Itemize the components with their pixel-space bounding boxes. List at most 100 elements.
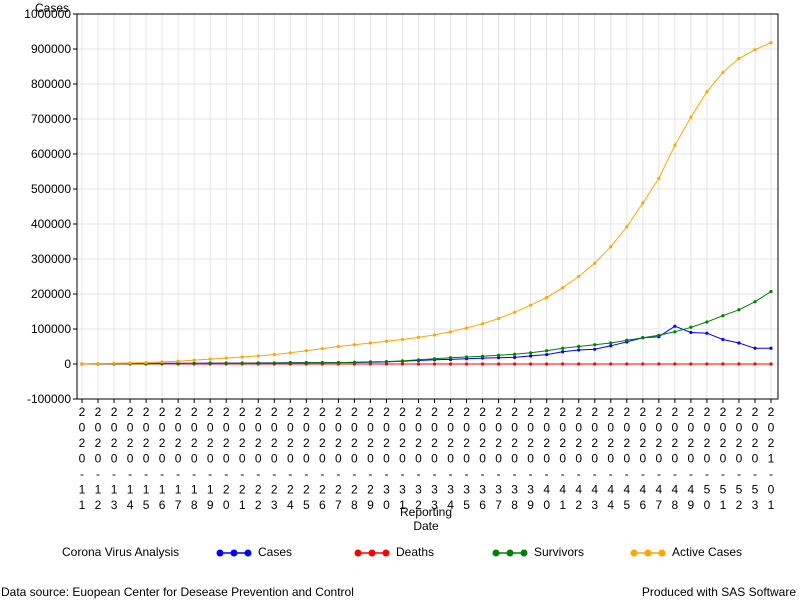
point-survivors bbox=[545, 349, 549, 353]
point-survivors bbox=[320, 361, 324, 365]
point-survivors bbox=[304, 361, 308, 365]
legend-item-active-cases: Active Cases bbox=[630, 545, 742, 559]
point-active-cases bbox=[609, 245, 613, 249]
x-tick-label: 2 0 2 0 -1 4 bbox=[127, 405, 134, 512]
point-survivors bbox=[657, 333, 661, 337]
point-cases bbox=[513, 355, 517, 359]
x-tick-label: 2 0 2 0 -5 0 bbox=[704, 405, 711, 512]
point-survivors bbox=[224, 361, 228, 365]
point-survivors bbox=[192, 361, 196, 366]
point-cases bbox=[561, 350, 565, 354]
legend-label-active-cases: Active Cases bbox=[672, 545, 743, 559]
point-survivors bbox=[448, 356, 453, 360]
point-survivors bbox=[368, 360, 373, 364]
point-active-cases bbox=[641, 201, 645, 205]
point-active-cases bbox=[256, 354, 260, 358]
point-cases bbox=[721, 337, 725, 342]
point-survivors bbox=[561, 346, 565, 350]
point-survivors bbox=[272, 361, 276, 365]
y-tick-label: 200000 bbox=[31, 287, 71, 301]
point-cases bbox=[577, 348, 581, 352]
legend-symbol-cases bbox=[216, 549, 252, 557]
legend-label-deaths: Deaths bbox=[396, 545, 435, 559]
point-deaths bbox=[400, 362, 405, 366]
point-cases bbox=[529, 354, 533, 358]
x-tick-label: 2 0 2 0 -4 3 bbox=[591, 405, 598, 512]
point-active-cases bbox=[513, 310, 517, 314]
x-tick-label: 2 0 2 0 -2 4 bbox=[287, 405, 294, 512]
point-active-cases bbox=[176, 359, 180, 363]
x-tick-label: 2 0 2 0 -2 7 bbox=[335, 405, 342, 512]
x-tick-label: 2 0 2 0 -3 3 bbox=[431, 405, 438, 512]
point-active-cases bbox=[529, 303, 533, 307]
point-deaths bbox=[416, 362, 421, 366]
point-survivors bbox=[625, 338, 629, 342]
point-survivors bbox=[673, 330, 677, 334]
point-deaths bbox=[464, 362, 469, 366]
point-active-cases bbox=[192, 358, 196, 362]
x-tick-label: 2 0 2 0 -3 9 bbox=[527, 405, 534, 512]
point-active-cases bbox=[689, 115, 693, 119]
point-active-cases bbox=[80, 362, 84, 366]
legend-title: Corona Virus Analysis bbox=[62, 545, 180, 559]
x-tick-label: 2 0 2 0 -2 2 bbox=[255, 405, 262, 512]
point-survivors bbox=[529, 351, 533, 355]
point-active-cases bbox=[545, 295, 549, 300]
point-deaths bbox=[705, 362, 709, 366]
x-axis: 2 0 2 0 -1 1 2 0 2 0 -1 2 2 0 2 0 -1 3 2 0 2 0 -1 4 2 0 2 0 -1 5 2 0 2 0-… bbox=[79, 399, 775, 512]
point-deaths bbox=[753, 362, 757, 366]
point-active-cases bbox=[352, 343, 356, 347]
x-axis-label: Reporting Date bbox=[400, 505, 452, 533]
point-active-cases bbox=[753, 48, 757, 52]
point-survivors bbox=[721, 314, 725, 318]
x-tick-label: 2 0 2 0 -4 6 bbox=[639, 405, 646, 512]
x-tick-label: 2 0 2 0 -1 2 bbox=[95, 405, 102, 512]
x-tick-label: 2 0 2 0 -4 1 bbox=[559, 405, 566, 512]
point-active-cases bbox=[112, 361, 116, 365]
x-tick-label: 2 0 2 0 -4 8 bbox=[672, 405, 679, 512]
point-cases bbox=[609, 344, 613, 348]
point-active-cases bbox=[769, 41, 773, 45]
x-tick-label: 2 0 2 0 -5 3 bbox=[752, 405, 759, 512]
x-tick-label: 2 0 2 0 -1 1 bbox=[79, 405, 86, 512]
x-tick-label: 2 0 2 0 -4 0 bbox=[543, 405, 550, 512]
x-axis-label-line-2: Date bbox=[413, 519, 439, 533]
x-tick-label: 2 0 2 0 -3 8 bbox=[511, 405, 518, 512]
point-active-cases bbox=[737, 56, 741, 61]
plot-area-frame bbox=[76, 13, 779, 400]
point-survivors bbox=[240, 361, 244, 365]
point-active-cases bbox=[705, 90, 709, 94]
point-survivors bbox=[400, 359, 405, 363]
point-deaths bbox=[657, 362, 661, 366]
x-tick-label: 2 0 2 0 -2 8 bbox=[351, 405, 358, 512]
x-tick-label: 2 0 2 0 -4 2 bbox=[575, 405, 582, 512]
point-survivors bbox=[705, 320, 709, 324]
x-tick-label: 2 0 2 0 -1 6 bbox=[159, 405, 166, 512]
point-deaths bbox=[577, 362, 581, 366]
point-cases bbox=[753, 346, 757, 350]
legend-label-survivors: Survivors bbox=[534, 545, 585, 559]
point-active-cases bbox=[272, 352, 276, 357]
series-line-active-cases bbox=[81, 42, 772, 365]
point-active-cases bbox=[368, 341, 373, 345]
x-tick-label: 2 0 2 0 -1 3 bbox=[111, 405, 118, 512]
point-survivors bbox=[176, 362, 180, 366]
x-axis-label-line-1: Reporting bbox=[400, 505, 452, 519]
point-deaths bbox=[561, 362, 565, 366]
point-survivors bbox=[609, 341, 613, 345]
point-deaths bbox=[480, 362, 485, 366]
point-active-cases bbox=[320, 347, 324, 351]
x-tick-label: 2 0 2 0 -3 0 bbox=[383, 405, 390, 512]
point-deaths bbox=[769, 362, 773, 366]
legend-symbol-survivors bbox=[492, 549, 528, 557]
point-active-cases bbox=[96, 362, 100, 366]
y-tick-label: 900000 bbox=[31, 42, 71, 56]
point-cases bbox=[705, 331, 709, 335]
point-survivors bbox=[577, 344, 581, 349]
point-active-cases bbox=[464, 326, 469, 330]
legend-item-survivors: Survivors bbox=[492, 545, 584, 559]
point-active-cases bbox=[400, 337, 405, 342]
point-deaths bbox=[673, 362, 677, 366]
point-active-cases bbox=[288, 351, 292, 355]
